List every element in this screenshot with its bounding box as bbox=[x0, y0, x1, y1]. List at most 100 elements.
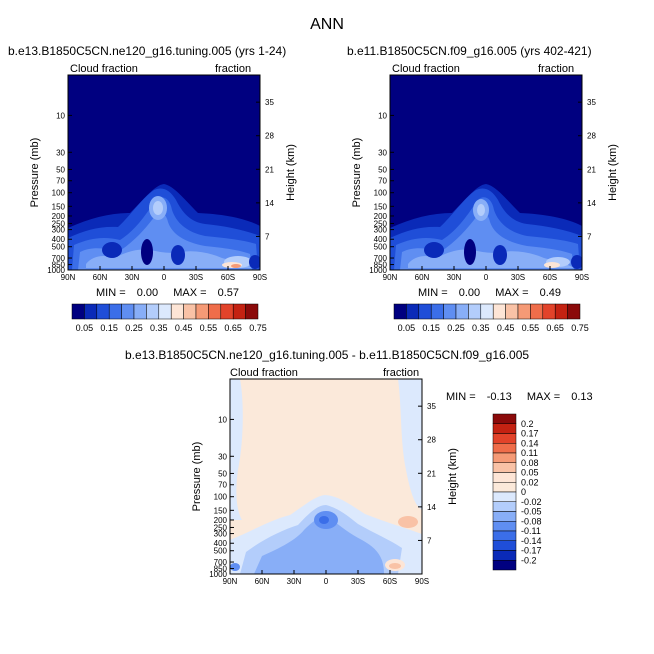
right-y-tick-label: 100 bbox=[374, 189, 388, 198]
right-colorbar-swatch bbox=[567, 303, 581, 320]
diff-colorbar-swatch bbox=[492, 540, 517, 551]
left-colorbar-swatch bbox=[121, 303, 135, 320]
diff-x-tick-label: 60S bbox=[383, 577, 397, 586]
diff-colorbar-label: 0.08 bbox=[521, 458, 539, 468]
diff-x-tick-label: 90N bbox=[223, 577, 238, 586]
right-colorbar-label: 0.35 bbox=[472, 323, 490, 333]
max-label: MAX = bbox=[495, 287, 529, 299]
left-y-tick-label: 700 bbox=[52, 254, 66, 263]
min-label: MIN = bbox=[418, 287, 448, 299]
right-height-tick-label: 21 bbox=[587, 165, 596, 174]
right-y-tick-label: 400 bbox=[374, 235, 388, 244]
left-y-tick-label: 850 bbox=[52, 261, 66, 270]
left-colorbar-swatch bbox=[108, 303, 122, 320]
right-variable-label: Cloud fraction bbox=[392, 63, 460, 75]
page-title: ANN bbox=[310, 16, 344, 33]
left-x-tick-label: 30S bbox=[189, 273, 203, 282]
diff-colorbar-swatch bbox=[492, 521, 517, 532]
right-colorbar-label: 0.65 bbox=[546, 323, 564, 333]
left-x-tick-label: 60N bbox=[93, 273, 108, 282]
diff-colorbar-swatch bbox=[492, 560, 517, 571]
right-colorbar-swatch bbox=[468, 303, 482, 320]
right-colorbar-swatch bbox=[530, 303, 544, 320]
right-units-label: fraction bbox=[538, 63, 575, 75]
diff-colorbar-swatch bbox=[492, 501, 517, 512]
diff-height-tick-label: 14 bbox=[427, 503, 436, 512]
right-height-tick-label: 14 bbox=[587, 199, 596, 208]
right-colorbar-swatch bbox=[430, 303, 444, 320]
diff-colorbar-swatch bbox=[492, 472, 517, 483]
diff-colorbar-swatch bbox=[492, 482, 517, 493]
diff-colorbar-label: -0.14 bbox=[521, 536, 542, 546]
right-height-tick-label: 28 bbox=[587, 132, 596, 141]
diff-height-tick-label: 35 bbox=[427, 402, 436, 411]
right-x-tick-label: 0 bbox=[484, 273, 489, 282]
right-colorbar-swatch bbox=[393, 303, 407, 320]
right-colorbar-swatch bbox=[443, 303, 457, 320]
right-y-tick-label: 850 bbox=[374, 261, 388, 270]
max-value: 0.49 bbox=[539, 287, 562, 299]
left-colorbar-swatch bbox=[170, 303, 184, 320]
left-x-tick-label: 0 bbox=[162, 273, 167, 282]
diff-x-tick-label: 60N bbox=[255, 577, 270, 586]
left-colorbar-swatch bbox=[146, 303, 160, 320]
left-colorbar-swatch bbox=[245, 303, 259, 320]
right-contour-field bbox=[390, 75, 582, 270]
left-colorbar-swatch bbox=[183, 303, 197, 320]
right-colorbar-swatch bbox=[505, 303, 519, 320]
left-units-label: fraction bbox=[215, 63, 252, 75]
diff-height-tick-label: 21 bbox=[427, 469, 436, 478]
right-x-tick-label: 30N bbox=[447, 273, 462, 282]
diff-colorbar-label: -0.05 bbox=[521, 507, 542, 517]
right-y-tick-label: 300 bbox=[374, 226, 388, 235]
diff-variable-label: Cloud fraction bbox=[230, 367, 298, 379]
right-y-tick-label: 250 bbox=[374, 219, 388, 228]
diff-colorbar-label: -0.02 bbox=[521, 497, 542, 507]
right-colorbar-swatch bbox=[492, 303, 506, 320]
left-variable-label: Cloud fraction bbox=[70, 63, 138, 75]
left-y-tick-label: 1000 bbox=[47, 266, 65, 275]
diff-x-tick-label: 0 bbox=[324, 577, 329, 586]
right-y-tick-label: 200 bbox=[374, 212, 388, 221]
min-value: 0.00 bbox=[458, 287, 481, 299]
left-y-tick-label: 30 bbox=[56, 148, 65, 157]
left-colorbar-label: 0.35 bbox=[150, 323, 168, 333]
right-colorbar-swatch bbox=[542, 303, 556, 320]
right-x-tick-label: 60N bbox=[415, 273, 430, 282]
diff-y-tick-label: 50 bbox=[218, 469, 227, 478]
left-x-tick-label: 60S bbox=[221, 273, 235, 282]
left-height-tick-label: 28 bbox=[265, 132, 274, 141]
diff-y-tick-label: 30 bbox=[218, 452, 227, 461]
diff-panel-title: b.e13.B1850C5CN.ne120_g16.tuning.005 - b… bbox=[124, 348, 530, 362]
diff-contour-field bbox=[230, 379, 422, 574]
left-colorbar-swatch bbox=[220, 303, 234, 320]
left-colorbar-label: 0.75 bbox=[249, 323, 267, 333]
diff-y-tick-label: 200 bbox=[214, 516, 228, 525]
right-colorbar-swatch bbox=[406, 303, 420, 320]
right-y-axis-label: Pressure (mb) bbox=[351, 138, 363, 208]
left-height-tick-label: 21 bbox=[265, 165, 274, 174]
left-x-tick-label: 90S bbox=[253, 273, 267, 282]
diff-units-label: fraction bbox=[383, 367, 420, 379]
diff-x-tick-label: 30S bbox=[351, 577, 365, 586]
left-panel-title: b.e13.B1850C5CN.ne120_g16.tuning.005 (yr… bbox=[8, 44, 287, 58]
diff-colorbar-label: 0.11 bbox=[521, 448, 538, 458]
right-y-tick-label: 150 bbox=[374, 202, 388, 211]
left-y-tick-label: 200 bbox=[52, 212, 66, 221]
max-value: 0.13 bbox=[571, 391, 593, 403]
right-colorbar-label: 0.55 bbox=[522, 323, 540, 333]
left-y-tick-label: 10 bbox=[56, 111, 65, 120]
right-height-tick-label: 7 bbox=[587, 232, 592, 241]
right-y-tick-label: 1000 bbox=[369, 266, 387, 275]
diff-colorbar-swatch bbox=[492, 550, 517, 561]
left-colorbar-swatch bbox=[71, 303, 85, 320]
diff-y-tick-label: 1000 bbox=[209, 570, 227, 579]
diff-y-tick-label: 70 bbox=[218, 481, 227, 490]
left-colorbar-swatch bbox=[96, 303, 110, 320]
diff-x-tick-label: 30N bbox=[287, 577, 302, 586]
left-y-tick-label: 150 bbox=[52, 202, 66, 211]
left-colorbar-swatch bbox=[133, 303, 147, 320]
diff-y-tick-label: 100 bbox=[214, 493, 228, 502]
right-colorbar-swatch bbox=[418, 303, 432, 320]
